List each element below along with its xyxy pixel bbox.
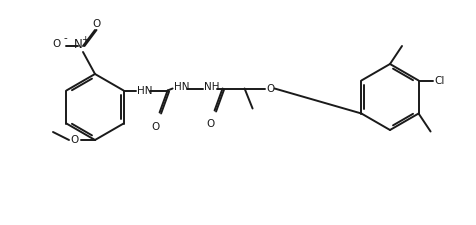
- Text: +: +: [81, 35, 89, 44]
- Text: O: O: [53, 39, 61, 49]
- Text: O: O: [206, 119, 214, 129]
- Text: O: O: [266, 83, 274, 93]
- Text: NH: NH: [203, 82, 218, 92]
- Text: HN: HN: [136, 85, 152, 95]
- Text: N: N: [73, 38, 82, 51]
- Text: -: -: [63, 33, 67, 43]
- Text: HN: HN: [173, 82, 188, 92]
- Text: O: O: [71, 134, 79, 144]
- Text: Cl: Cl: [434, 75, 444, 85]
- Text: O: O: [151, 121, 159, 131]
- Text: O: O: [93, 19, 101, 29]
